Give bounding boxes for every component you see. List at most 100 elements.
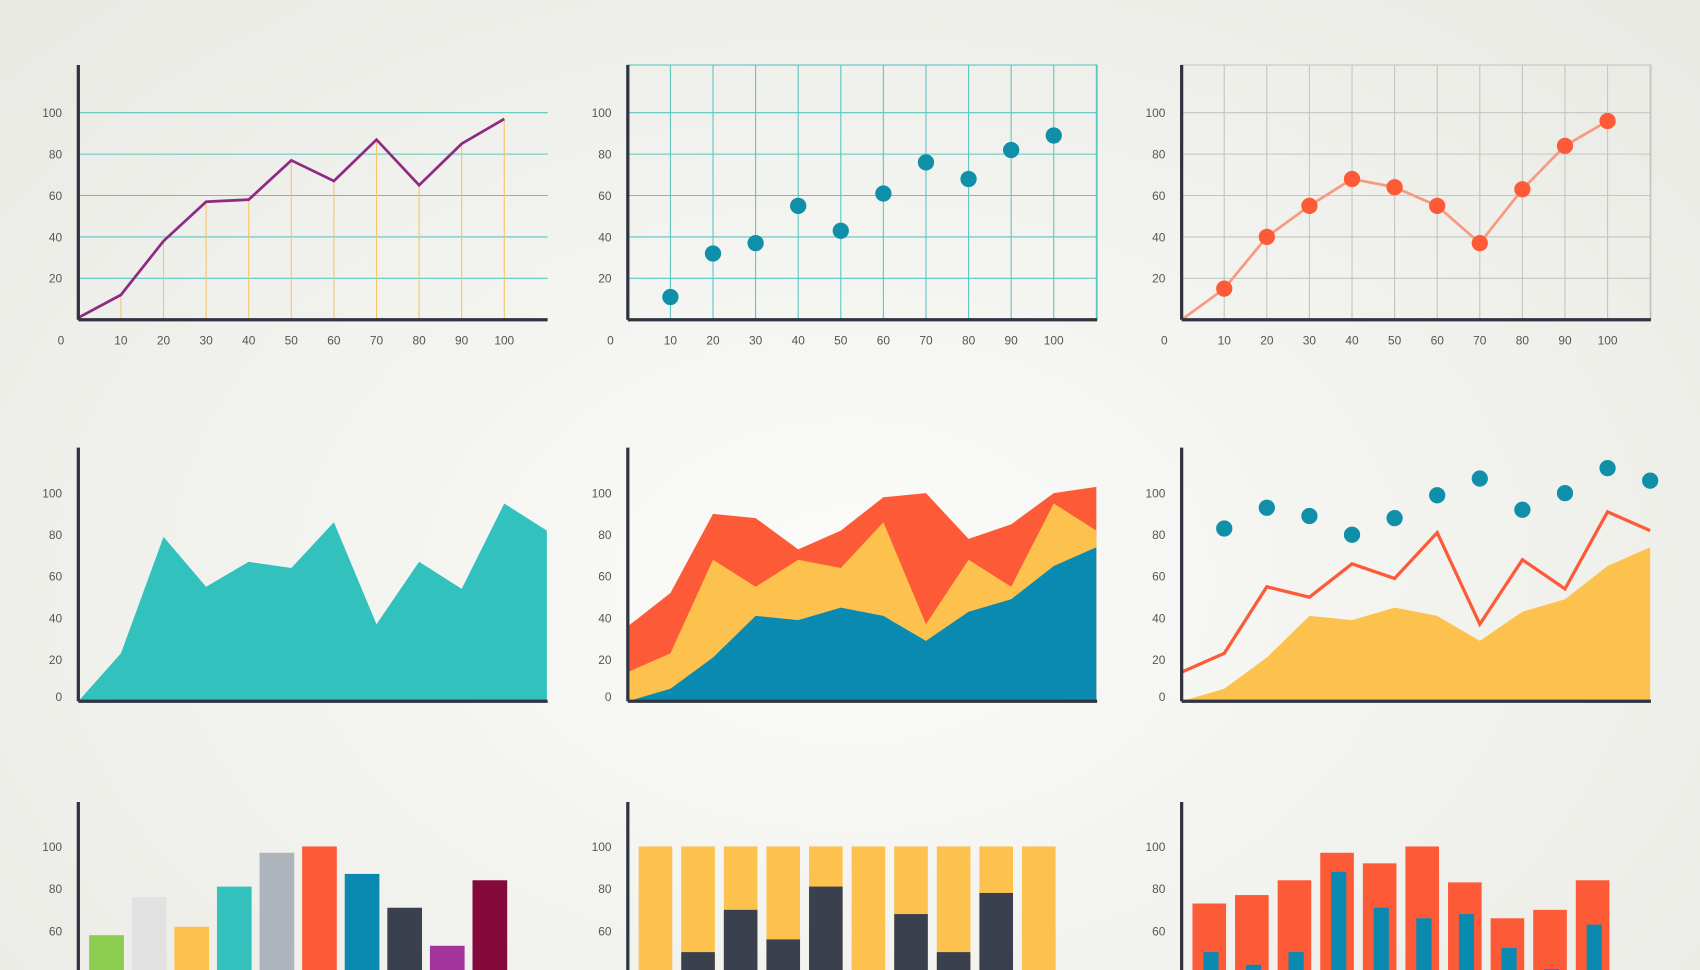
- bar: [681, 846, 715, 970]
- x-tick-label: 0: [1161, 334, 1168, 348]
- y-tick-label: 80: [49, 882, 63, 896]
- data-point: [917, 154, 935, 171]
- data-point: [1429, 487, 1446, 504]
- x-tick-label: 10: [114, 334, 128, 348]
- data-point: [1003, 141, 1020, 159]
- bar: [259, 852, 295, 970]
- bar: [1235, 895, 1269, 970]
- bar: [1331, 871, 1347, 970]
- x-tick-label: 50: [285, 334, 299, 348]
- y-tick-label: 0: [605, 690, 612, 704]
- x-tick-label: 60: [877, 334, 891, 348]
- data-point: [1258, 228, 1275, 246]
- x-tick-label: 0: [58, 334, 65, 348]
- bar: [979, 892, 1014, 970]
- x-tick-label: 100: [1598, 334, 1618, 348]
- data-point: [747, 235, 764, 252]
- y-tick-label: 60: [598, 570, 612, 584]
- y-tick-label: 20: [598, 653, 612, 667]
- bar: [851, 846, 886, 970]
- y-tick-label: 60: [49, 189, 63, 203]
- y-tick-label: 100: [592, 486, 612, 500]
- y-tick-label: 20: [1152, 653, 1166, 667]
- y-tick-label: 40: [1152, 230, 1166, 244]
- x-tick-label: 40: [792, 334, 806, 348]
- y-tick-label: 80: [598, 147, 612, 161]
- y-tick-label: 60: [1152, 189, 1166, 203]
- bar: [1021, 846, 1056, 970]
- y-tick-label: 100: [1146, 106, 1166, 120]
- bar: [766, 939, 801, 970]
- data-point: [960, 170, 977, 188]
- y-tick-label: 60: [598, 924, 612, 938]
- data-point: [1045, 127, 1062, 144]
- bar: [429, 945, 465, 970]
- data-point: [1514, 501, 1531, 518]
- y-tick-label: 80: [1152, 528, 1166, 542]
- data-point: [1216, 280, 1233, 297]
- y-tick-label: 80: [49, 147, 63, 161]
- data-point: [1386, 509, 1403, 527]
- data-point: [875, 185, 892, 202]
- data-point: [1556, 137, 1574, 154]
- y-tick-label: 100: [42, 106, 62, 120]
- x-tick-label: 30: [199, 334, 213, 348]
- x-tick-label: 0: [607, 334, 614, 348]
- bar: [809, 886, 843, 970]
- bar: [1501, 947, 1517, 970]
- data-point: [1301, 507, 1318, 525]
- data-point: [1301, 197, 1318, 214]
- chart-1: 20 40 60 80 100 0 10 20 30 40 50 60 70 80 90 100: [42, 65, 548, 348]
- x-tick-label: 30: [1303, 334, 1317, 348]
- x-tick-label: 80: [412, 334, 426, 348]
- bar: [302, 846, 337, 970]
- bar: [1203, 952, 1219, 970]
- y-tick-label: 60: [49, 924, 63, 938]
- bar: [1288, 952, 1304, 970]
- data-point: [790, 197, 807, 214]
- grid-border: [1181, 64, 1652, 321]
- data-point: [704, 245, 722, 262]
- series-line: [1180, 509, 1651, 674]
- y-tick-label: 80: [49, 528, 63, 542]
- data-point: [1386, 179, 1403, 196]
- x-tick-label: 60: [1431, 334, 1445, 348]
- chart-6: 0 20 40 60 80 100: [1146, 447, 1659, 704]
- bar: [1373, 907, 1389, 970]
- bar: [174, 926, 210, 970]
- y-tick-label: 0: [55, 690, 62, 704]
- x-tick-label: 80: [1516, 334, 1530, 348]
- x-tick-label: 40: [242, 334, 256, 348]
- bar: [216, 886, 252, 970]
- data-point: [1471, 235, 1488, 252]
- x-tick-label: 100: [494, 334, 514, 348]
- y-tick-label: 20: [598, 272, 612, 286]
- data-point: [1642, 472, 1659, 489]
- y-tick-label: 80: [598, 528, 612, 542]
- data-point: [1343, 526, 1361, 543]
- chart-7: 60 80 100: [42, 802, 508, 970]
- bar: [387, 907, 423, 970]
- chart-9: 60 80 100: [1146, 802, 1610, 970]
- x-tick-label: 70: [1473, 334, 1487, 348]
- y-tick-label: 100: [1146, 840, 1166, 854]
- area-series: [627, 547, 1097, 702]
- data-point: [1343, 170, 1361, 188]
- x-tick-label: 80: [962, 334, 976, 348]
- x-tick-label: 50: [1388, 334, 1402, 348]
- area-series: [78, 503, 547, 702]
- y-tick-label: 20: [49, 653, 63, 667]
- y-tick-label: 60: [1152, 924, 1166, 938]
- data-point: [1599, 112, 1616, 130]
- bar: [638, 846, 673, 970]
- y-tick-label: 40: [598, 611, 612, 625]
- y-tick-label: 80: [598, 882, 612, 896]
- x-tick-label: 60: [327, 334, 341, 348]
- x-tick-label: 20: [706, 334, 720, 348]
- x-tick-label: 40: [1345, 334, 1359, 348]
- bar: [89, 935, 124, 970]
- data-point: [1599, 460, 1616, 477]
- chart-8: 60 80 100: [592, 802, 1056, 970]
- y-tick-label: 60: [1152, 570, 1166, 584]
